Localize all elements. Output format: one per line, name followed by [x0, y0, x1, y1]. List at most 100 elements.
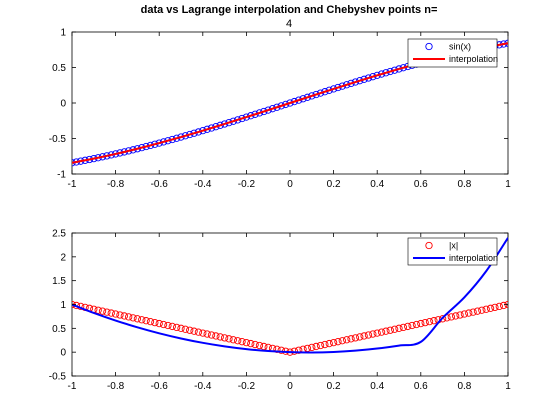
data-point: [478, 306, 486, 314]
data-point: [277, 346, 285, 354]
data-point: [316, 341, 325, 350]
legend: |x| interpolation: [407, 237, 498, 266]
data-point: [399, 323, 408, 332]
data-point: [203, 330, 211, 338]
legend-label: interpolation: [449, 253, 498, 263]
y-tick-label: 1: [60, 300, 66, 311]
data-point: [499, 301, 508, 310]
y-tick-label: 0: [60, 99, 66, 110]
chart-subtitle: 4: [286, 18, 292, 30]
chart-title: data vs Lagrange interpolation and Cheby…: [141, 4, 438, 16]
data-point: [469, 308, 477, 316]
data-point: [425, 318, 434, 326]
subplot-bottom: -1 -0.8 -0.6 -0.4 -0.2 0 0.2 0.4 0.6 0.8 1 -0.5 0 0.5…: [49, 229, 511, 393]
x-tick-label: -0.8: [107, 179, 125, 190]
data-point: [329, 338, 338, 347]
x-tick-label: 0.6: [414, 381, 428, 392]
data-point: [321, 340, 329, 349]
y-tick-label: -0.5: [49, 134, 67, 145]
data-point: [360, 332, 368, 340]
data-point: [334, 338, 342, 346]
data-point: [377, 328, 386, 336]
x-tick-label: -1: [68, 381, 77, 392]
data-point: [207, 331, 216, 339]
data-point: [460, 310, 469, 318]
data-point: [486, 304, 495, 312]
data-point: [177, 324, 185, 332]
data-point: [390, 325, 399, 333]
data-point: [159, 320, 168, 329]
data-point: [216, 333, 224, 341]
data-point: [351, 334, 360, 342]
data-point: [412, 320, 421, 329]
x-tick-label: 0.2: [327, 381, 341, 392]
data-point: [373, 329, 381, 337]
data-point: [107, 309, 115, 317]
data-point: [129, 314, 137, 322]
data-point: [417, 319, 425, 328]
legend: sin(x) interpolation: [407, 38, 498, 68]
legend-marker-icon: [425, 42, 433, 51]
data-point: [356, 333, 364, 341]
x-tick-label: -0.6: [151, 179, 169, 190]
x-tick-label: 0.6: [414, 179, 428, 190]
legend-label: |x|: [449, 241, 458, 251]
x-tick-label: -0.2: [238, 179, 256, 190]
data-point: [116, 311, 124, 319]
data-point: [438, 315, 447, 323]
x-tick-label: 0: [287, 381, 293, 392]
y-tick-label: -1: [57, 170, 66, 181]
data-point: [347, 335, 355, 343]
legend-label: sin(x): [449, 42, 471, 52]
x-tick-label: 1: [505, 179, 511, 190]
data-point: [369, 330, 377, 338]
legend-label: interpolation: [449, 54, 498, 64]
x-tick-label: 0.4: [370, 179, 384, 190]
data-point: [229, 336, 237, 344]
x-tick-label: -0.8: [107, 381, 125, 392]
x-tick-label: 0: [287, 179, 293, 190]
x-tick-label: 0.8: [457, 179, 471, 190]
data-point: [190, 327, 198, 335]
data-point: [491, 303, 499, 312]
subplot-top: -1 -0.8 -0.6 -0.4 -0.2 0 0.2 0.4 0.6 0.8 1 -1 -0.5 0 0…: [49, 28, 511, 191]
data-point: [465, 309, 473, 317]
data-point: [186, 326, 194, 334]
data-point: [382, 327, 390, 335]
data-point: [482, 305, 490, 313]
data-point: [103, 308, 111, 316]
x-tick-label: -0.4: [194, 179, 212, 190]
x-tick-label: -0.4: [194, 381, 212, 392]
y-tick-label: 0.5: [52, 324, 66, 335]
data-point: [338, 337, 346, 345]
x-tick-label: 0.2: [327, 179, 341, 190]
x-tick-label: 0.4: [370, 381, 384, 392]
data-point: [194, 328, 203, 336]
data-point: [212, 332, 220, 340]
data-point: [111, 310, 120, 318]
y-tick-label: 0.5: [52, 63, 66, 74]
legend-marker-icon: [425, 241, 433, 250]
data-point: [408, 321, 416, 330]
data-point: [325, 339, 333, 348]
data-point: [146, 318, 155, 326]
data-point: [142, 317, 150, 325]
data-point: [456, 311, 464, 319]
legend-box: [407, 237, 498, 266]
data-point: [343, 336, 351, 344]
data-point: [172, 323, 181, 332]
data-point: [473, 307, 482, 315]
data-point: [220, 334, 229, 342]
data-point: [308, 343, 316, 352]
data-point: [255, 341, 264, 350]
data-point: [447, 313, 455, 321]
data-point: [94, 306, 102, 314]
x-tick-label: 0.8: [457, 381, 471, 392]
data-point: [242, 338, 251, 347]
data-point: [495, 302, 503, 311]
data-point: [120, 312, 128, 320]
data-point: [234, 337, 242, 345]
interpolation-line: [72, 237, 508, 354]
data-point: [164, 321, 172, 330]
